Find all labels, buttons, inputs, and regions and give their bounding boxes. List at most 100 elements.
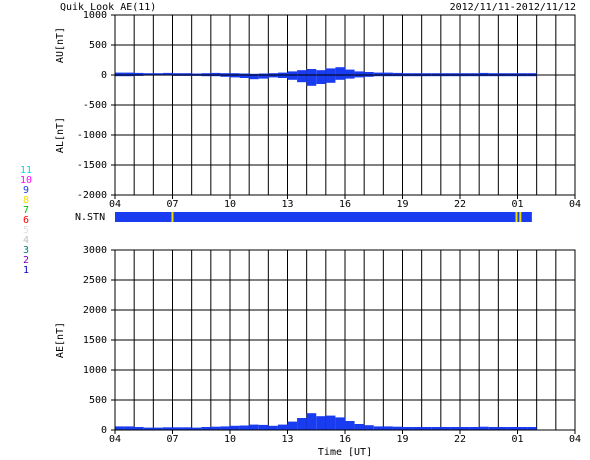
data-bar [325,75,336,83]
plot-frame [114,249,576,431]
legend-level: 5 [23,225,29,236]
station-segment [115,212,172,222]
y-tick-label: -1000 [77,130,107,141]
data-bar [297,418,307,430]
data-bar [412,73,422,75]
legend-level: 11 [20,165,32,176]
legend-level: 8 [23,195,29,206]
y-tick-label: 500 [89,395,107,406]
data-bar [354,75,365,78]
x-tick-label: 04 [569,434,581,445]
x-tick-label: 10 [224,199,236,210]
data-bar [517,75,528,77]
x-tick-label: 07 [166,434,178,445]
legend-level: 4 [23,235,29,246]
data-bar [527,75,537,77]
data-bar [517,73,528,75]
data-bar [364,75,374,77]
x-tick-label: 07 [166,199,178,210]
x-tick-label: 22 [454,434,466,445]
data-bar [268,425,278,430]
x-tick-label: 19 [396,434,408,445]
data-bar [335,75,345,80]
y-tick-label: 0 [101,70,107,81]
data-bar [201,75,211,77]
y-tick-label: 2500 [83,275,107,286]
x-tick-label: 16 [339,199,351,210]
x-tick-label: 01 [511,434,523,445]
data-bar [450,427,460,430]
data-bar [220,426,230,430]
legend-level: 6 [23,215,29,226]
data-bar [287,75,298,80]
station-segment [517,212,520,222]
data-bar [507,73,518,75]
data-bar [124,75,135,77]
data-bar [412,427,422,430]
data-bar [210,75,221,77]
data-bar [364,72,374,75]
data-bar [143,427,154,430]
data-bar [162,72,173,75]
data-bar [210,426,221,430]
data-bar [230,425,240,430]
data-bar [115,75,125,77]
data-bar [373,426,384,430]
data-bar [182,427,192,430]
data-bar [392,75,403,77]
y-tick-label: 500 [89,40,107,51]
x-tick-label: 01 [511,199,523,210]
data-bar [277,72,288,75]
station-segment [521,212,532,222]
y-tick-label: -2000 [77,190,107,201]
data-bar [479,426,489,430]
data-bar [335,417,345,430]
y-tick-label: 1500 [83,335,107,346]
data-bar [354,71,365,75]
data-bar [220,73,230,75]
x-tick-label: 04 [569,199,581,210]
data-bar [469,73,480,75]
data-bar [383,426,393,430]
station-segment [173,212,516,222]
data-bar [220,75,230,77]
data-bar [230,73,240,75]
data-bar [239,425,250,430]
data-bar [527,73,537,75]
data-bar [172,73,183,75]
y-tick-label: 2000 [83,305,107,316]
y-tick-label: -500 [83,100,107,111]
data-bar [316,75,326,84]
data-bar [469,427,480,430]
data-bar [392,72,403,75]
data-bar [507,75,518,77]
data-bar [354,424,365,430]
data-bar [172,427,183,430]
y-tick-label: -1500 [77,160,107,171]
y-tick-label: 0 [101,425,107,436]
legend-level: 9 [23,185,29,196]
data-bar [210,72,221,75]
data-bar [316,70,326,75]
data-bar [460,73,470,75]
data-bar [431,427,441,430]
station-segment [171,212,174,222]
data-bar [460,427,470,430]
axis-label: AL[nT] [55,117,66,153]
data-bar [460,75,470,77]
data-bar [440,73,451,75]
data-bar [450,75,460,77]
legend-level: 1 [23,265,29,276]
data-bar [364,425,374,430]
data-bar [249,73,259,75]
x-tick-label: 04 [109,199,121,210]
data-bar [316,416,326,430]
data-bar [345,69,355,75]
legend-level: 10 [20,175,32,186]
data-bar [431,73,441,75]
legend-level: 7 [23,205,29,216]
data-bar [306,75,317,86]
data-bar [392,426,403,430]
data-bar [517,427,528,430]
